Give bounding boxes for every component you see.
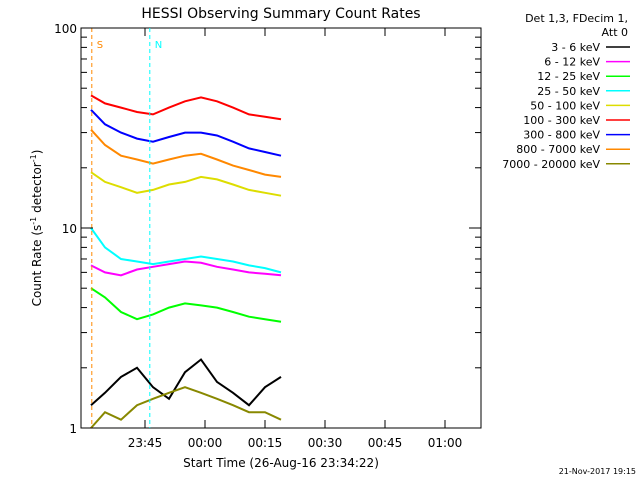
timestamp: 21-Nov-2017 19:15: [559, 467, 636, 476]
series-line-3: [90, 287, 282, 323]
series-line-6: [90, 94, 282, 121]
legend-header-line1: Det 1,3, FDecim 1,: [525, 12, 628, 25]
legend-label-4: 25 - 50 keV: [537, 85, 600, 98]
chart-title: HESSI Observing Summary Count Rates: [141, 6, 420, 22]
legend-label-8: 800 - 7000 keV: [516, 143, 600, 156]
y-axis-label-main: Count Rate (s: [30, 225, 44, 307]
x-tick-label-5: 01:00: [428, 436, 463, 450]
legend-label-3: 12 - 25 keV: [537, 70, 600, 83]
series-line-4: [90, 227, 282, 274]
y-axis-label-end: ): [30, 150, 44, 155]
plot-frame: [80, 27, 482, 429]
marker-label-s: S: [97, 40, 103, 51]
y-tick-label-1: 10: [62, 222, 77, 236]
y-tick-label-2: 100: [54, 22, 77, 36]
legend-label-7: 300 - 800 keV: [523, 129, 600, 142]
series-line-1: [90, 358, 282, 407]
x-tick-label-3: 00:30: [308, 436, 343, 450]
legend-label-9: 7000 - 20000 keV: [502, 158, 600, 171]
y-axis-label-exp2: -1: [29, 154, 38, 162]
series-line-8: [90, 129, 282, 178]
series-layer: [90, 94, 282, 429]
series-line-5: [90, 171, 282, 197]
series-line-9: [90, 386, 282, 429]
tick-layer: 23:45 00:00 00:15 00:30 00:45 01:00 1 10 100: [54, 22, 481, 450]
legend-label-1: 3 - 6 keV: [551, 41, 600, 54]
legend-label-6: 100 - 300 keV: [523, 114, 600, 127]
y-axis-label: Count Rate (s-1 detector-1): [29, 150, 44, 307]
legend-label-2: 6 - 12 keV: [544, 56, 600, 69]
y-tick-label-0: 1: [69, 422, 77, 436]
x-tick-label-1: 00:00: [188, 436, 223, 450]
marker-label-n: N: [155, 40, 162, 51]
series-line-7: [90, 109, 282, 157]
legend-label-5: 50 - 100 keV: [530, 99, 600, 112]
x-tick-label-2: 00:15: [248, 436, 283, 450]
x-axis-label: Start Time (26-Aug-16 23:34:22): [183, 456, 379, 470]
series-line-2: [90, 260, 282, 277]
legend-header-line2: Att 0: [602, 26, 628, 39]
x-tick-label-4: 00:45: [368, 436, 403, 450]
x-tick-label-0: 23:45: [128, 436, 163, 450]
y-axis-label-mid: detector: [30, 162, 44, 217]
y-axis-label-exp1: -1: [29, 217, 38, 225]
